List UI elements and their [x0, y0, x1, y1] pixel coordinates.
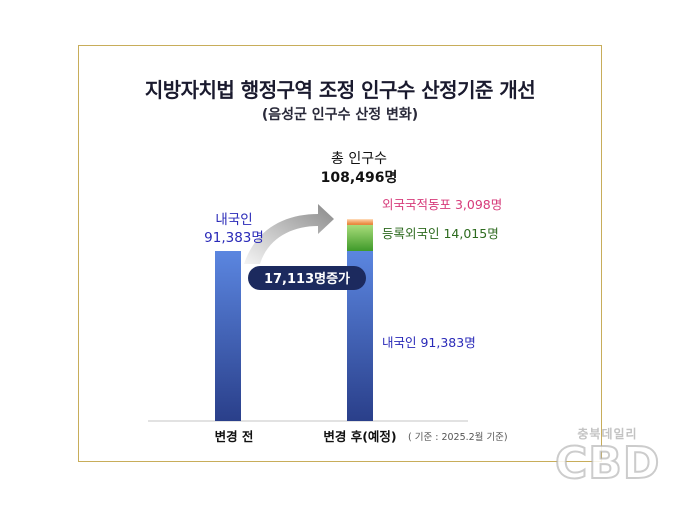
- bar-after-registered-foreigner: [347, 224, 373, 251]
- watermark-sub: 충북데일리: [577, 427, 638, 441]
- increase-badge: [248, 266, 366, 290]
- bar-before-domestic: [215, 251, 241, 421]
- reference-note: ( 기준 : 2025.2월 기준): [408, 431, 508, 443]
- increase-label: 17,113명증가: [264, 271, 350, 287]
- total-label: 총 인구수: [331, 151, 387, 167]
- category-label-before: 변경 전: [215, 429, 254, 444]
- after-domestic-label: 내국인 91,383명: [382, 335, 476, 350]
- total-value: 108,496명: [321, 169, 398, 186]
- category-label-after: 변경 후(예정): [323, 429, 396, 444]
- increase-arrow-icon: [244, 204, 334, 264]
- chart-card: [78, 45, 602, 462]
- before-domestic-label: 내국인: [215, 212, 252, 228]
- chart-subtitle: (음성군 인구수 산정 변화): [261, 107, 419, 123]
- watermark-logo: 충북데일리 CBD: [554, 425, 661, 489]
- watermark-main: CBD: [554, 438, 661, 489]
- overseas-korean-label: 외국국적동포 3,098명: [382, 197, 502, 212]
- before-domestic-value: 91,383명: [204, 230, 264, 246]
- registered-foreigner-label: 등록외국인 14,015명: [382, 226, 499, 241]
- chart-title: 지방자치법 행정구역 조정 인구수 산정기준 개선: [144, 78, 536, 102]
- bar-after-overseas-korean: [347, 219, 373, 225]
